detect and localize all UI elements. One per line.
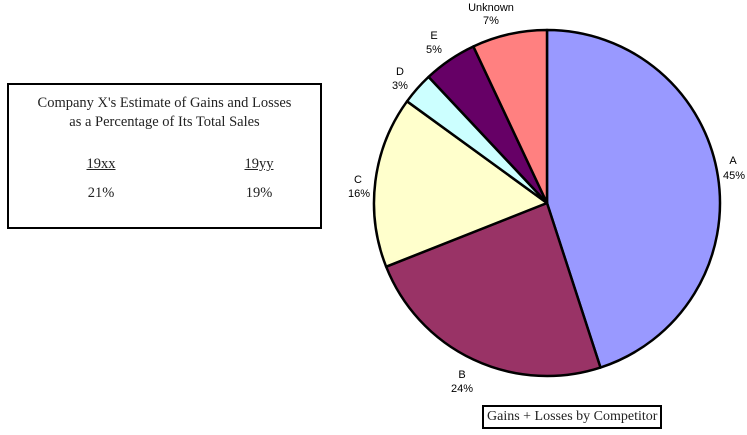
title-line-2: as a Percentage of Its Total Sales [69, 114, 260, 130]
label-e-pct: 5% [426, 44, 442, 56]
year-column-19yy: 19yy 19% [219, 155, 299, 202]
year-value: 21% [87, 185, 115, 201]
sales-estimate-box: Company X's Estimate of Gains and Losses… [7, 83, 322, 229]
label-c-name: C [354, 174, 362, 186]
label-a-name: A [729, 155, 737, 167]
label-e-name: E [430, 30, 437, 42]
pie-slice-unknown [472, 28, 549, 205]
label-d-name: D [396, 66, 404, 78]
label-a-pct: 45% [723, 170, 745, 182]
label-b-pct: 24% [451, 383, 473, 395]
sales-estimate-title: Company X's Estimate of Gains and Losses… [9, 94, 320, 132]
pie-slices [372, 28, 722, 378]
title-line-1: Company X's Estimate of Gains and Losses [37, 95, 292, 111]
year-header: 19xx [86, 156, 116, 172]
slice-labels: A 45% B 24% C 16% D 3% E 5% Unknown 7% [348, 2, 745, 395]
year-value: 19% [245, 185, 273, 201]
label-unknown-pct: 7% [483, 15, 499, 27]
label-unknown-name: Unknown [468, 2, 514, 14]
label-d-pct: 3% [392, 80, 408, 92]
label-b-name: B [458, 369, 465, 381]
pie-slice-c [372, 100, 549, 268]
year-header: 19yy [244, 156, 274, 172]
year-column-19xx: 19xx 21% [61, 155, 141, 202]
chart-caption: Gains + Losses by Competitor [482, 405, 663, 429]
pie-slice-a [545, 28, 722, 369]
label-c-pct: 16% [348, 188, 370, 200]
